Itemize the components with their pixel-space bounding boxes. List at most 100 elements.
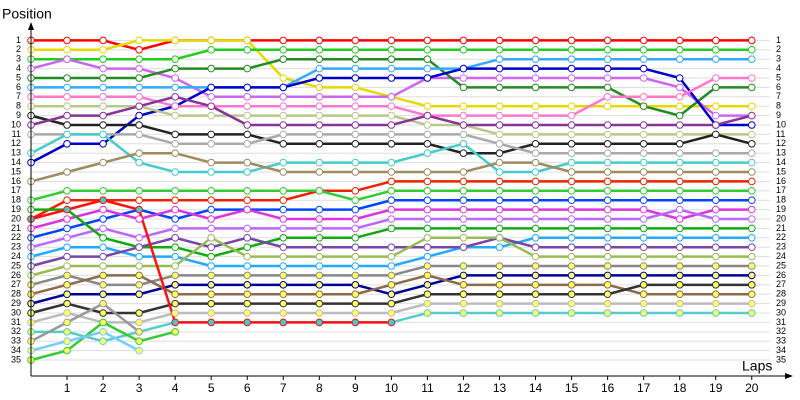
point — [315, 46, 324, 54]
point — [675, 149, 684, 158]
point — [351, 93, 360, 101]
point — [351, 46, 360, 54]
point — [279, 187, 288, 195]
point — [171, 271, 179, 280]
point — [531, 111, 540, 120]
point — [639, 205, 648, 214]
point — [603, 36, 612, 45]
point — [747, 224, 756, 233]
point — [675, 262, 684, 270]
point — [351, 196, 360, 205]
point — [99, 337, 107, 346]
point — [99, 299, 107, 308]
point — [279, 168, 288, 176]
point — [459, 102, 468, 111]
point — [675, 299, 684, 308]
point — [171, 149, 179, 158]
point — [747, 262, 756, 270]
y2-tick-label: 24 — [776, 251, 786, 261]
point — [351, 262, 360, 270]
y2-tick-label: 27 — [776, 279, 786, 289]
y2-tick-label: 13 — [776, 148, 786, 158]
point — [459, 140, 468, 148]
point — [207, 83, 215, 92]
point — [207, 252, 215, 261]
point — [207, 102, 215, 111]
point — [315, 121, 324, 129]
point — [423, 130, 432, 139]
point — [351, 290, 360, 299]
y2-tick-label: 7 — [776, 91, 781, 101]
point — [171, 252, 179, 261]
point — [639, 224, 648, 233]
point — [207, 140, 215, 148]
point — [675, 271, 684, 280]
series-line — [30, 330, 140, 352]
point — [99, 55, 107, 64]
point — [207, 271, 215, 280]
point — [747, 271, 756, 280]
point — [207, 158, 215, 167]
point — [135, 281, 143, 289]
point — [639, 309, 648, 317]
point — [639, 187, 648, 195]
point — [603, 252, 612, 261]
point — [315, 55, 324, 64]
point — [387, 55, 396, 64]
point — [603, 93, 612, 101]
y-tick-label: 20 — [11, 213, 21, 223]
y-tick-label: 13 — [11, 148, 21, 158]
point — [603, 224, 612, 233]
point — [747, 111, 756, 120]
point — [459, 243, 468, 252]
x-tick-label: 6 — [244, 381, 251, 395]
point — [711, 111, 720, 120]
point — [207, 196, 215, 205]
point — [63, 243, 71, 252]
point — [675, 102, 684, 111]
y-tick-label: 5 — [16, 72, 21, 82]
point — [315, 299, 324, 308]
point — [387, 130, 396, 139]
x-axis-arrow — [785, 373, 793, 379]
y2-tick-label: 31 — [776, 317, 786, 327]
point — [63, 215, 71, 223]
point — [567, 290, 576, 299]
point — [171, 111, 179, 120]
point — [495, 149, 504, 158]
point — [531, 243, 540, 252]
point — [711, 158, 720, 167]
point — [99, 121, 107, 129]
point — [243, 158, 252, 167]
point — [603, 290, 612, 299]
point — [495, 83, 504, 92]
point — [171, 328, 179, 336]
point — [279, 93, 288, 101]
point — [315, 130, 324, 139]
point — [531, 158, 540, 167]
point — [459, 64, 468, 73]
point — [747, 121, 756, 129]
point — [99, 290, 107, 299]
point — [243, 234, 252, 242]
point — [675, 83, 684, 92]
point — [243, 196, 252, 205]
point — [567, 271, 576, 280]
point — [675, 111, 684, 120]
point — [63, 318, 71, 327]
point — [495, 262, 504, 270]
y-tick-label: 22 — [11, 232, 21, 242]
point — [99, 281, 107, 289]
point — [315, 64, 324, 73]
point — [639, 102, 648, 111]
point — [279, 196, 288, 205]
y-tick-label: 33 — [11, 336, 21, 346]
point — [567, 187, 576, 195]
x-tick-label: 3 — [136, 381, 143, 395]
point — [279, 290, 288, 299]
point — [387, 36, 396, 45]
point — [531, 121, 540, 129]
point — [459, 187, 468, 195]
point — [711, 215, 720, 223]
point — [171, 64, 179, 73]
